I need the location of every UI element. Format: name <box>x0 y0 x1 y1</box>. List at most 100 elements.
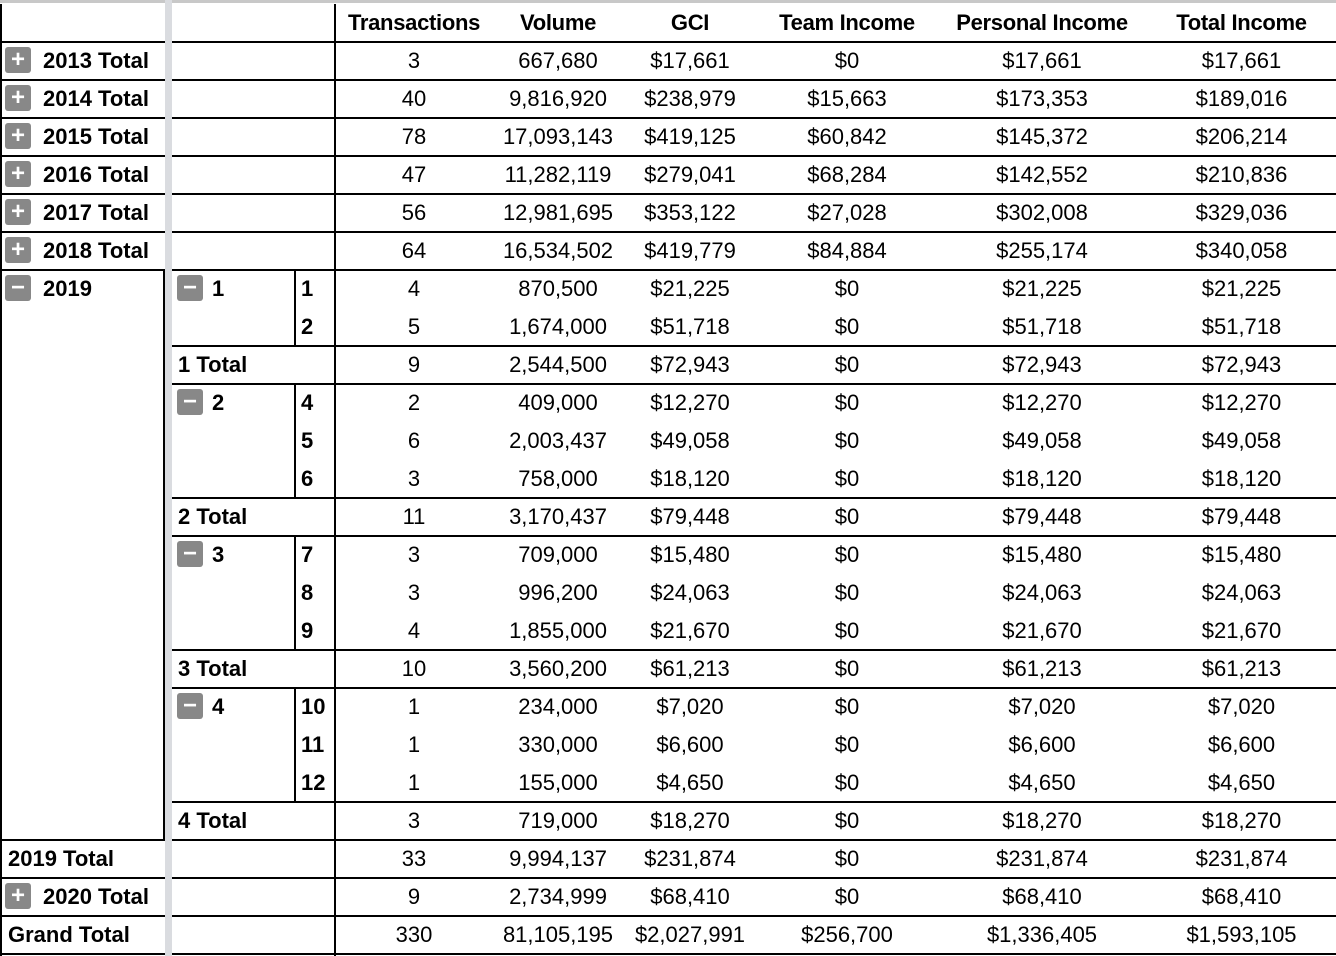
frozen-column-separator[interactable] <box>165 0 172 956</box>
value-cell: $2,027,991 <box>634 922 746 947</box>
expand-plus-icon[interactable]: + <box>5 123 31 149</box>
collapse-minus-icon[interactable]: − <box>177 389 203 415</box>
value-cell: $231,874 <box>1195 846 1288 871</box>
collapse-minus-icon[interactable]: − <box>177 693 203 719</box>
value-cell: $68,410 <box>1201 884 1282 909</box>
month-column-border <box>294 763 296 803</box>
value-cell: 11 <box>402 504 426 529</box>
year-cell-border <box>163 497 165 537</box>
column-header[interactable]: GCI <box>670 10 710 35</box>
year-cell-border <box>163 649 165 689</box>
expand-plus-icon[interactable]: + <box>5 237 31 263</box>
year-cell-border <box>163 459 165 499</box>
month-column-border <box>294 307 296 347</box>
month-label: 2 <box>301 314 314 339</box>
value-cell: $142,552 <box>996 162 1088 187</box>
value-cell: $21,670 <box>1201 618 1282 643</box>
value-cell: 47 <box>401 162 427 187</box>
quarter-total-label: 1 Total <box>178 352 248 377</box>
value-cell: $72,943 <box>650 352 730 377</box>
month-column-border <box>294 573 296 613</box>
value-cell: 3,560,200 <box>509 656 607 681</box>
value-cell: $0 <box>834 884 860 909</box>
quarter-label: 1 <box>212 276 225 301</box>
value-cell: $0 <box>834 732 860 757</box>
year-label: 2017 Total <box>43 200 149 225</box>
value-cell: $24,063 <box>1201 580 1282 605</box>
collapse-minus-icon[interactable]: − <box>177 275 203 301</box>
column-header[interactable]: Volume <box>519 10 597 35</box>
expand-plus-icon[interactable]: + <box>5 161 31 187</box>
quarter-total-label: 2 Total <box>178 504 248 529</box>
value-cell: 9 <box>407 352 421 377</box>
row-divider <box>172 877 1336 879</box>
value-cell: 12,981,695 <box>502 200 614 225</box>
value-cell: $238,979 <box>644 86 736 111</box>
value-cell: 330,000 <box>518 732 598 757</box>
value-cell: $18,120 <box>650 466 730 491</box>
row-divider <box>172 687 1336 689</box>
value-cell: $279,041 <box>644 162 736 187</box>
quarter-label: 4 <box>212 694 225 719</box>
month-label: 11 <box>301 732 325 757</box>
value-cell: $18,270 <box>650 808 730 833</box>
row-divider <box>172 193 1336 195</box>
row-divider <box>172 41 1336 43</box>
expand-plus-icon[interactable]: + <box>5 199 31 225</box>
value-cell: 1,855,000 <box>509 618 607 643</box>
value-cell: $51,718 <box>650 314 730 339</box>
value-cell: $51,718 <box>1002 314 1082 339</box>
value-cell: $0 <box>834 770 860 795</box>
row-divider <box>0 79 165 81</box>
month-label: 1 <box>301 276 314 301</box>
column-header[interactable]: Transactions <box>347 10 481 35</box>
value-cell: $419,125 <box>644 124 736 149</box>
value-cell: $68,284 <box>807 162 887 187</box>
table-bottom-border <box>0 953 1336 955</box>
value-cell: $231,874 <box>644 846 736 871</box>
collapse-minus-icon[interactable]: − <box>177 541 203 567</box>
value-cell: $61,213 <box>1002 656 1082 681</box>
row-divider <box>172 801 1336 803</box>
month-label: 9 <box>301 618 314 643</box>
value-cell: 17,093,143 <box>502 124 614 149</box>
value-cell: $0 <box>834 390 860 415</box>
value-cell: $24,063 <box>1002 580 1082 605</box>
value-cell: $353,122 <box>644 200 736 225</box>
value-cell: $15,663 <box>807 86 887 111</box>
value-cell: $256,700 <box>801 922 893 947</box>
grand-total-label: Grand Total <box>8 922 130 947</box>
value-cell: 330 <box>395 922 433 947</box>
year-cell-border <box>163 421 165 461</box>
expand-plus-icon[interactable]: + <box>5 883 31 909</box>
value-cell: 64 <box>401 238 427 263</box>
value-cell: $173,353 <box>996 86 1088 111</box>
value-cell: $68,410 <box>1002 884 1082 909</box>
value-cell: 667,680 <box>518 48 598 73</box>
month-label: 4 <box>301 390 314 415</box>
month-column-border <box>294 421 296 461</box>
value-cell: 56 <box>401 200 427 225</box>
column-header[interactable]: Personal Income <box>956 10 1128 35</box>
month-label: 6 <box>301 466 314 491</box>
month-column-border <box>294 535 296 575</box>
column-header[interactable]: Total Income <box>1176 10 1307 35</box>
value-cell: $15,480 <box>1002 542 1082 567</box>
value-cell: 1 <box>407 732 421 757</box>
value-cell: $12,270 <box>650 390 730 415</box>
value-cell: $0 <box>834 618 860 643</box>
year-cell-border <box>163 307 165 347</box>
expand-plus-icon[interactable]: + <box>5 85 31 111</box>
value-cell: $340,058 <box>1195 238 1288 263</box>
expand-plus-icon[interactable]: + <box>5 47 31 73</box>
row-divider <box>0 231 165 233</box>
year-cell-border <box>163 269 165 309</box>
month-column-border <box>294 725 296 765</box>
value-cell: 3 <box>407 542 421 567</box>
value-cell: $0 <box>834 48 860 73</box>
value-cell: $0 <box>834 276 860 301</box>
column-header[interactable]: Team Income <box>779 10 915 35</box>
table-left-border <box>0 4 2 956</box>
collapse-minus-icon[interactable]: − <box>5 275 31 301</box>
row-divider <box>172 383 1336 385</box>
